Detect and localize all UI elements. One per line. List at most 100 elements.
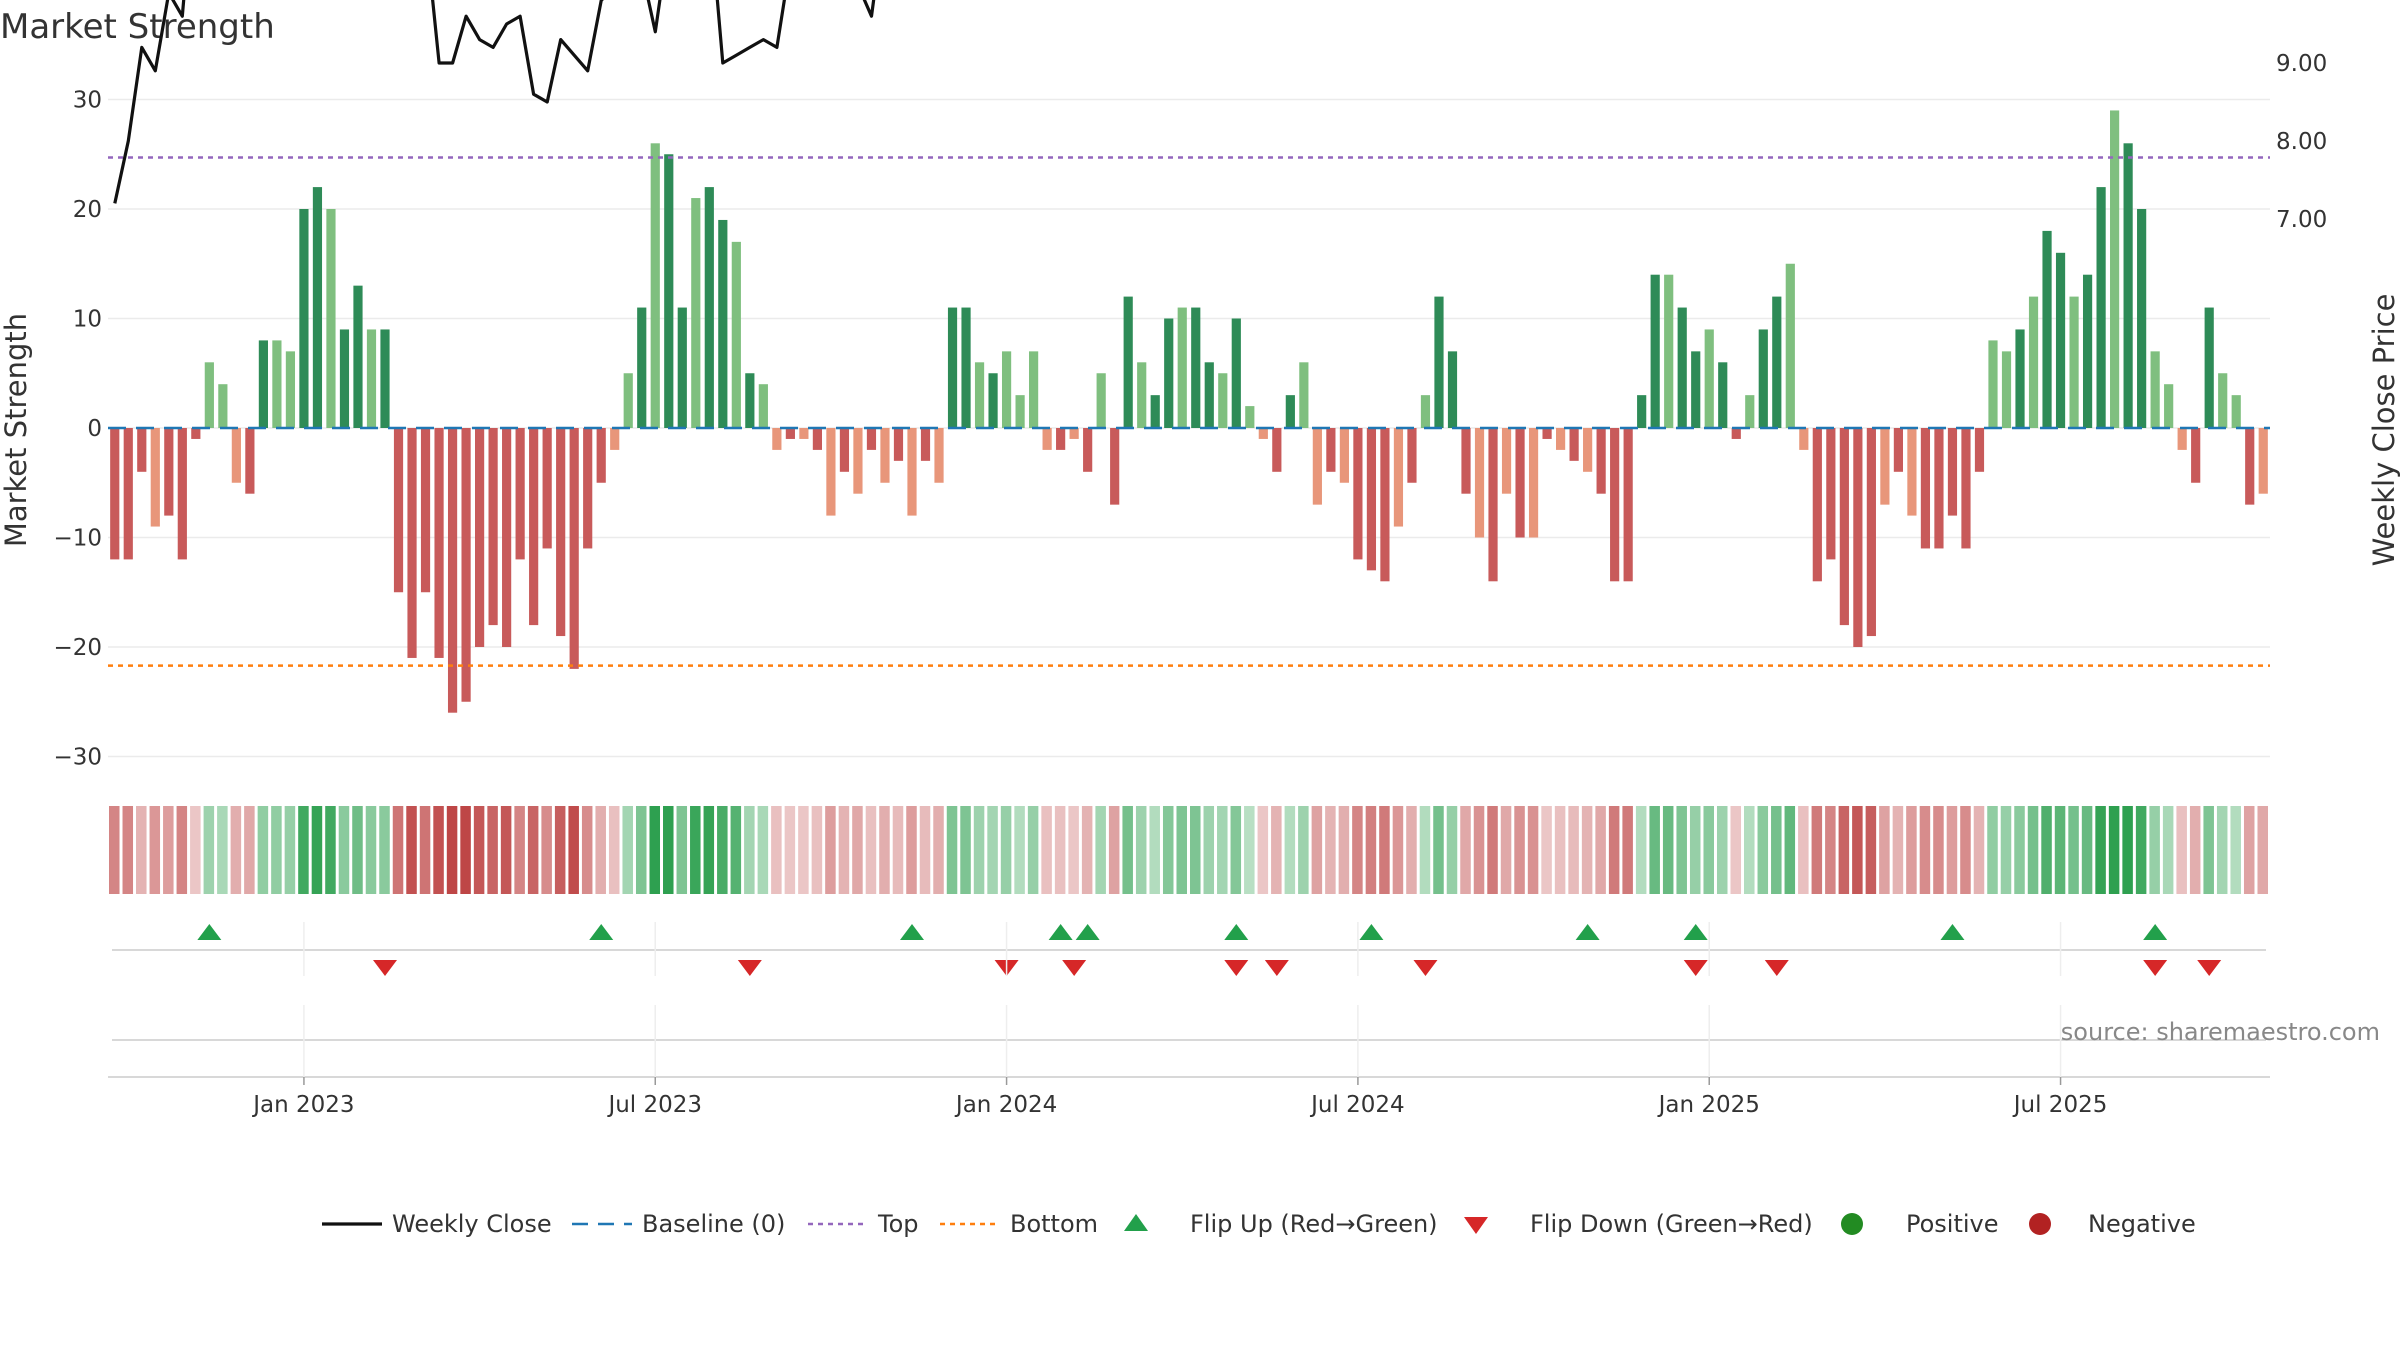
heat-cell: [1757, 806, 1769, 894]
strength-bar: [1785, 263, 1795, 428]
strength-bar: [2231, 395, 2241, 428]
flip-down-marker: [737, 960, 762, 976]
heat-cell: [1446, 806, 1458, 894]
strength-bar: [353, 285, 363, 428]
x-tick-label: Jan 2025: [1657, 1092, 1760, 1118]
strength-bar: [218, 384, 228, 428]
strength-bar: [2177, 428, 2187, 450]
heat-cell: [298, 806, 309, 894]
heat-cell: [1581, 806, 1593, 894]
heat-cell: [514, 806, 525, 894]
strength-bar: [1042, 428, 1052, 450]
flip-up-marker: [1075, 924, 1100, 940]
strength-bar: [1110, 428, 1120, 505]
strength-bar: [1015, 395, 1025, 428]
legend-label: Flip Up (Red→Green): [1190, 1210, 1438, 1238]
heat-cell: [744, 806, 755, 894]
heat-cell: [1365, 806, 1377, 894]
strength-bar: [2001, 351, 2012, 428]
strength-bar: [1029, 351, 1039, 428]
strength-bar: [2204, 307, 2214, 428]
heat-cell: [892, 806, 904, 894]
heat-cell: [1352, 806, 1363, 894]
heat-cell: [1865, 806, 1877, 894]
strength-bar: [1069, 428, 1079, 439]
heat-cell: [1635, 806, 1647, 894]
strength-bar: [2258, 428, 2268, 494]
heat-cell: [1014, 806, 1025, 894]
y-left-tick-label: 0: [87, 416, 102, 442]
heat-cell: [595, 806, 606, 894]
strength-bar: [1096, 373, 1106, 428]
strength-bar: [1677, 307, 1687, 428]
strength-bar: [1366, 428, 1377, 571]
legend-label: Top: [877, 1210, 919, 1238]
y-right-tick-label: 7.00: [2276, 207, 2327, 233]
strength-bar: [1447, 351, 1458, 428]
heat-cell: [2149, 806, 2160, 894]
strength-bar: [529, 428, 539, 626]
heat-cell: [1081, 806, 1093, 894]
strength-bar: [1204, 362, 1214, 428]
heat-cell: [406, 806, 417, 894]
strength-bar: [1380, 428, 1390, 582]
strength-bar: [1691, 351, 1701, 428]
strength-bar: [556, 428, 566, 637]
strength-bar: [2110, 110, 2120, 428]
strength-bar: [1745, 395, 1755, 428]
strength-bar: [664, 154, 674, 428]
flip-up-marker: [899, 924, 924, 940]
heat-cell: [433, 806, 444, 894]
strength-bar: [2245, 428, 2255, 505]
heat-cell: [1500, 806, 1512, 894]
strength-bar: [988, 373, 998, 428]
strength-bar: [1610, 428, 1620, 582]
legend-flip-down-icon: [1464, 1217, 1488, 1234]
strength-bar: [569, 428, 579, 669]
heat-cell: [1825, 806, 1836, 894]
strength-bar: [1920, 428, 1931, 549]
heat-cell: [419, 806, 431, 894]
heat-cell: [2095, 806, 2106, 894]
heat-cell: [865, 806, 877, 894]
heat-cell: [1176, 806, 1187, 894]
heat-cell: [1527, 806, 1539, 894]
heat-cell: [1798, 806, 1809, 894]
heat-cell: [257, 806, 269, 894]
y-left-tick-label: 10: [73, 307, 102, 333]
heat-cell: [1987, 806, 1998, 894]
strength-bar: [623, 373, 633, 428]
strength-bar: [974, 362, 985, 428]
legend-negative-dot: [2029, 1213, 2051, 1235]
legend-flip-up-icon: [1124, 1214, 1148, 1231]
heat-cell: [2243, 806, 2255, 894]
heat-cell: [1514, 806, 1525, 894]
strength-bar: [1637, 395, 1647, 428]
strength-bar: [1650, 274, 1660, 428]
flip-down-marker: [1062, 960, 1087, 976]
strength-bar: [2191, 428, 2201, 483]
heat-cell: [757, 806, 769, 894]
heat-cell: [987, 806, 998, 894]
strength-bar: [1393, 428, 1404, 527]
heat-cell: [1149, 806, 1160, 894]
heat-cell: [473, 806, 485, 894]
heat-cell: [1568, 806, 1579, 894]
strength-bar: [1528, 428, 1539, 538]
heat-cell: [1271, 806, 1282, 894]
heat-cell: [1108, 806, 1120, 894]
heat-cell: [1473, 806, 1485, 894]
y-left-tick-label: −20: [53, 635, 102, 661]
source-label: source: sharemaestro.com: [2061, 1018, 2380, 1046]
strength-bar: [177, 428, 187, 560]
strength-bar: [1177, 307, 1187, 428]
heat-cell: [1095, 806, 1106, 894]
heat-cell: [838, 806, 850, 894]
heat-cell: [1406, 806, 1417, 894]
strength-bar: [1623, 428, 1633, 582]
strength-bar: [312, 187, 323, 428]
heat-cell: [703, 806, 715, 894]
strength-bar: [1880, 428, 1890, 505]
flip-up-marker: [1224, 924, 1249, 940]
y-left-tick-label: −30: [53, 745, 102, 771]
